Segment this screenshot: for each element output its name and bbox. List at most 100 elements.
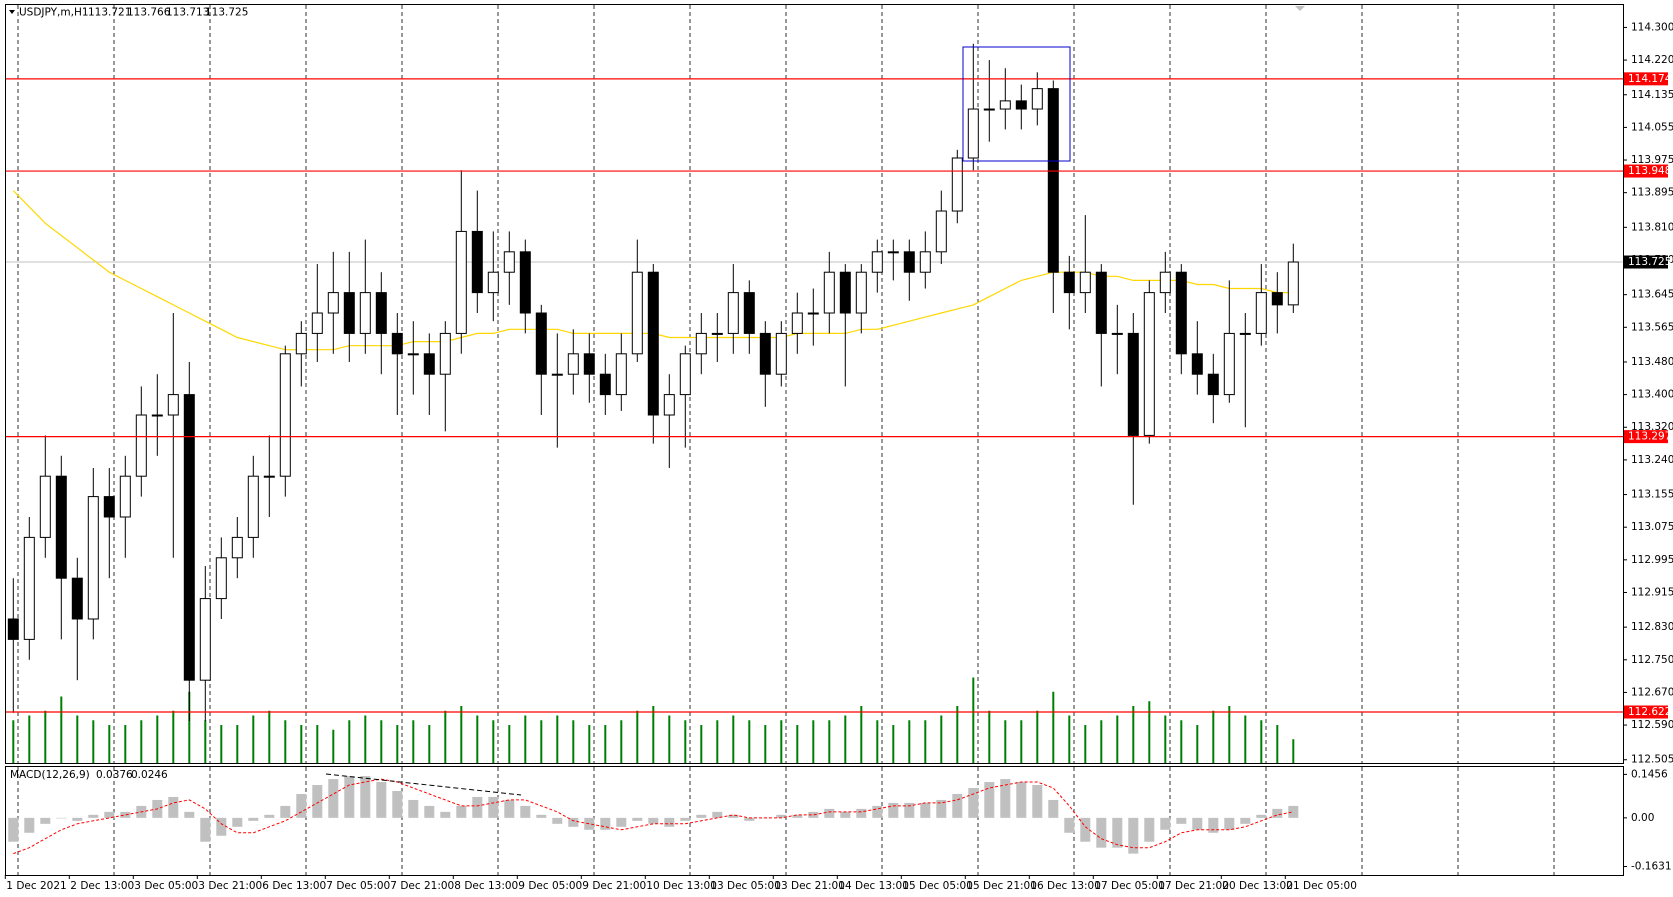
- candle-body: [231, 536, 243, 559]
- level-label: 112.622: [1628, 706, 1671, 718]
- volume-bar: [76, 715, 79, 763]
- macd-bar: [616, 817, 627, 827]
- candle-body: [1207, 373, 1219, 396]
- candle-body: [327, 292, 339, 314]
- candle-body: [887, 251, 899, 254]
- x-tick-label: 1 Dec 2021: [6, 880, 66, 892]
- macd-bar: [1160, 817, 1171, 830]
- volume-bar: [716, 720, 719, 763]
- macd-bar: [552, 817, 563, 824]
- volume-bar: [220, 725, 223, 763]
- y-tick-label: 112.590: [1631, 719, 1673, 731]
- volume-bar: [284, 720, 287, 763]
- candle-body: [279, 353, 291, 477]
- candle-body: [983, 108, 995, 111]
- macd-value: 0.0376: [96, 769, 133, 781]
- volume-bar: [940, 715, 943, 763]
- macd-bar: [1096, 817, 1107, 848]
- macd-bar: [520, 805, 531, 818]
- macd-bar: [424, 805, 435, 818]
- candle-body: [1143, 292, 1155, 436]
- candle-body: [935, 210, 947, 253]
- macd-bar: [248, 817, 259, 821]
- current-price-label: 113.725: [1628, 256, 1671, 268]
- volume-bar: [1004, 720, 1007, 763]
- macd-bar: [280, 805, 291, 818]
- macd-bar: [8, 817, 19, 842]
- x-tick-label: 2 Dec 13:00: [70, 880, 134, 892]
- level-label: 113.297: [1628, 431, 1671, 443]
- volume-bar: [1292, 739, 1295, 763]
- macd-signal-value: 0.0246: [131, 769, 168, 781]
- macd-bar: [456, 805, 467, 818]
- y-tick-label: 114.300: [1631, 21, 1673, 33]
- macd-bar: [648, 817, 659, 824]
- y-tick-label: 113.155: [1631, 489, 1673, 501]
- y-tick-label: 113.240: [1631, 454, 1673, 466]
- macd-bar: [24, 817, 35, 833]
- macd-bar: [168, 796, 179, 818]
- volume-bar: [252, 715, 255, 763]
- volume-bar: [876, 720, 879, 763]
- macd-bar: [1016, 782, 1027, 818]
- macd-bar: [1032, 785, 1043, 818]
- candle-body: [311, 312, 323, 334]
- symbol-menu[interactable]: [9, 10, 15, 14]
- macd-bar: [1064, 817, 1075, 833]
- candle-body: [1015, 100, 1027, 110]
- macd-frame: [5, 766, 1624, 876]
- macd-bar: [1128, 817, 1139, 854]
- volume-bar: [812, 720, 815, 763]
- candle-body: [695, 332, 707, 355]
- macd-bar: [200, 817, 211, 842]
- candle-body: [519, 251, 531, 314]
- y-tick-label: 113.810: [1631, 221, 1673, 233]
- x-tick-label: 20 Dec 13:00: [1222, 880, 1293, 892]
- candle-body: [87, 496, 99, 620]
- candle-body: [199, 598, 211, 681]
- volume-bar: [28, 715, 31, 763]
- candle-body: [167, 394, 179, 416]
- candle-body: [359, 292, 371, 334]
- macd-bar: [728, 814, 739, 818]
- macd-bar: [680, 817, 691, 821]
- volume-bar: [492, 720, 495, 763]
- macd-bar: [312, 785, 323, 818]
- macd-bar: [504, 799, 515, 818]
- macd-signal: [13, 778, 1294, 855]
- macd-bar: [696, 814, 707, 818]
- volume-bar: [1276, 725, 1279, 763]
- volume-bar: [572, 720, 575, 763]
- macd-bar: [888, 802, 899, 818]
- macd-bar: [1080, 817, 1091, 842]
- volume-bar: [1116, 715, 1119, 763]
- macd-bar: [568, 817, 579, 827]
- volume-bar: [1036, 710, 1039, 763]
- candle-body: [1095, 271, 1107, 334]
- macd-tick-label: -0.1631: [1631, 861, 1672, 873]
- high-quote: 113.766: [127, 7, 171, 19]
- x-tick-label: 10 Dec 13:00: [646, 880, 717, 892]
- header: USDJPY,m,H1 113.721 113.766 113.713 113.…: [19, 7, 248, 19]
- x-tick-label: 14 Dec 13:00: [838, 880, 909, 892]
- y-tick-label: 112.505: [1631, 754, 1673, 766]
- macd-bar: [120, 811, 131, 818]
- level-tag: [1624, 705, 1668, 719]
- volume-bar: [796, 725, 799, 763]
- volume-bar: [348, 720, 351, 763]
- x-tick-label: 9 Dec 05:00: [518, 880, 582, 892]
- macd-bar: [1272, 808, 1283, 818]
- volume-bar: [604, 725, 607, 763]
- candle-body: [871, 251, 883, 273]
- y-tick-label: 113.565: [1631, 321, 1673, 333]
- volume-bar: [268, 710, 271, 763]
- volume-bar: [332, 729, 335, 763]
- level-label: 114.174: [1628, 73, 1672, 85]
- macd-bar: [952, 793, 963, 818]
- y-tick-label: 113.075: [1631, 521, 1673, 533]
- volume-bar: [156, 715, 159, 763]
- volume-bar: [236, 725, 239, 763]
- candle-body: [1031, 88, 1043, 110]
- macd-bar: [584, 817, 595, 830]
